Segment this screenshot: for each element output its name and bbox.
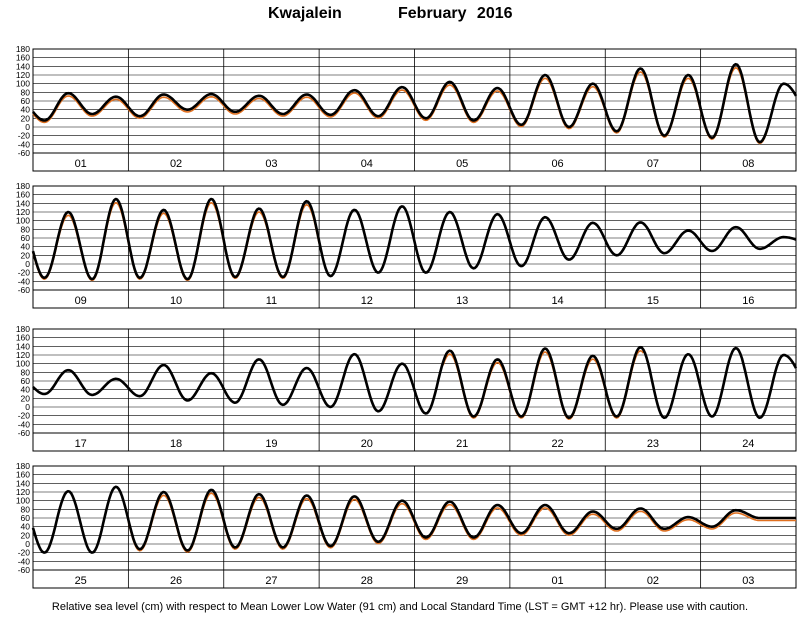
panel-frame: [32, 185, 797, 309]
y-tick-label: 100: [16, 216, 30, 226]
y-tick-label: -20: [18, 548, 31, 558]
y-tick-label: 0: [25, 539, 30, 549]
y-tick-label: 140: [16, 198, 30, 208]
day-label: 02: [170, 158, 182, 170]
month-year: February 2016: [398, 5, 513, 22]
y-tick-label: 0: [25, 259, 30, 269]
day-label: 22: [551, 438, 563, 450]
day-label: 26: [170, 575, 182, 587]
day-label: 16: [742, 295, 754, 307]
y-tick-label: 180: [16, 44, 30, 54]
y-tick-label: 180: [16, 324, 30, 334]
y-tick-label: 80: [21, 224, 31, 234]
day-label: 10: [170, 295, 182, 307]
y-tick-label: -60: [18, 285, 31, 295]
y-tick-label: 100: [16, 359, 30, 369]
day-label: 15: [647, 295, 659, 307]
day-label: 25: [75, 575, 87, 587]
y-tick-label: -40: [18, 139, 31, 149]
y-tick-label: 140: [16, 478, 30, 488]
day-label: 01: [551, 575, 563, 587]
y-tick-label: 140: [16, 61, 30, 71]
y-tick-label: 20: [21, 530, 31, 540]
day-label: 04: [361, 158, 373, 170]
panel-frame: [32, 465, 797, 589]
y-tick-label: 100: [16, 79, 30, 89]
day-label: 29: [456, 575, 468, 587]
y-tick-label: 160: [16, 53, 30, 63]
day-label: 28: [361, 575, 373, 587]
y-tick-label: -60: [18, 428, 31, 438]
y-tick-label: 180: [16, 461, 30, 471]
day-label: 08: [742, 158, 754, 170]
day-label: 05: [456, 158, 468, 170]
y-tick-label: 40: [21, 105, 31, 115]
day-label: 24: [742, 438, 754, 450]
day-label: 14: [551, 295, 563, 307]
y-tick-label: -20: [18, 411, 31, 421]
day-label: 19: [265, 438, 277, 450]
day-label: 11: [266, 295, 277, 307]
observed-tide-line: [31, 485, 796, 554]
day-label: 01: [75, 158, 87, 170]
y-tick-label: 120: [16, 207, 30, 217]
y-tick-label: 60: [21, 233, 31, 243]
panel-frame: [32, 48, 797, 172]
y-tick-label: 80: [21, 367, 31, 377]
day-label: 17: [75, 438, 87, 450]
day-label: 20: [361, 438, 373, 450]
y-tick-label: 160: [16, 190, 30, 200]
observed-tide-line: [32, 345, 798, 420]
panel-frame: [32, 328, 797, 452]
day-label: 23: [647, 438, 659, 450]
predicted-tide-line: [442, 349, 645, 421]
y-tick-label: 100: [16, 496, 30, 506]
y-tick-label: 80: [21, 87, 31, 97]
y-tick-label: 40: [21, 242, 31, 252]
chart-title: Kwajalein February 2016: [0, 5, 800, 27]
y-tick-label: 60: [21, 96, 31, 106]
y-tick-label: -20: [18, 268, 31, 278]
predicted-tide-line: [32, 66, 769, 145]
y-tick-label: -40: [18, 556, 31, 566]
observed-tide-line: [31, 197, 797, 281]
day-label: 06: [551, 158, 563, 170]
y-tick-label: 120: [16, 70, 30, 80]
y-tick-label: 20: [21, 113, 31, 123]
y-tick-label: 80: [21, 504, 31, 514]
station-name: Kwajalein: [268, 5, 342, 22]
day-label: 27: [265, 575, 277, 587]
y-tick-label: 180: [16, 181, 30, 191]
y-tick-label: 120: [16, 487, 30, 497]
day-label: 18: [170, 438, 182, 450]
y-tick-label: 0: [25, 402, 30, 412]
y-tick-label: -40: [18, 419, 31, 429]
day-label: 12: [361, 295, 373, 307]
day-label: 09: [75, 295, 87, 307]
day-label: 07: [647, 158, 659, 170]
day-label: 21: [456, 438, 468, 450]
y-tick-label: -60: [18, 565, 31, 575]
y-tick-label: 20: [21, 250, 31, 260]
y-tick-label: 60: [21, 376, 31, 386]
y-tick-label: 0: [25, 122, 30, 132]
y-tick-label: 40: [21, 522, 31, 532]
y-tick-label: 160: [16, 470, 30, 480]
day-label: 03: [265, 158, 277, 170]
y-tick-label: 20: [21, 393, 31, 403]
y-tick-label: -40: [18, 276, 31, 286]
day-label: 13: [456, 295, 468, 307]
chart-caption: Relative sea level (cm) with respect to …: [51, 601, 749, 613]
y-tick-label: -20: [18, 131, 31, 141]
y-tick-label: 160: [16, 333, 30, 343]
y-tick-label: 40: [21, 385, 31, 395]
day-label: 03: [742, 575, 754, 587]
y-tick-label: 140: [16, 341, 30, 351]
y-tick-label: 120: [16, 350, 30, 360]
observed-tide-line: [32, 62, 798, 144]
y-tick-label: 60: [21, 513, 31, 523]
y-tick-label: -60: [18, 148, 31, 158]
day-label: 02: [647, 575, 659, 587]
